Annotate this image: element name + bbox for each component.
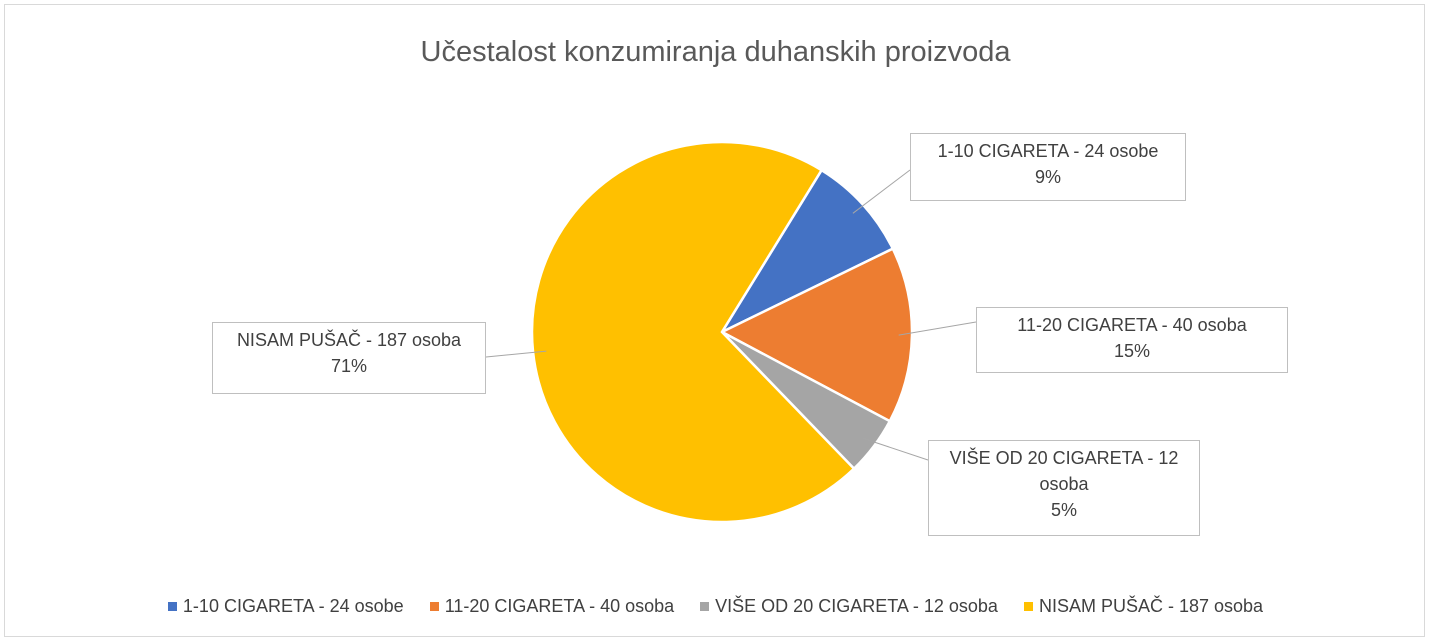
chart-title: Učestalost konzumiranja duhanskih proizv… xyxy=(420,36,1011,68)
legend-item: 1-10 CIGARETA - 24 osobe xyxy=(167,596,404,617)
data-label-category: VIŠE OD 20 CIGARETA - 12 osoba xyxy=(949,448,1179,494)
legend-item: 11-20 CIGARETA - 40 osoba xyxy=(429,596,675,617)
legend: 1-10 CIGARETA - 24 osobe 11-20 CIGARETA -… xyxy=(0,596,1431,617)
data-label-value: 9% xyxy=(1034,167,1061,187)
legend-label: 11-20 CIGARETA - 40 osoba xyxy=(444,596,675,616)
leader-line xyxy=(898,321,977,336)
legend-swatch xyxy=(700,602,710,611)
data-label: VIŠE OD 20 CIGARETA - 12 osoba 5% xyxy=(928,440,1200,536)
data-label-value: 71% xyxy=(330,356,368,376)
legend-item: NISAM PUŠAČ - 187 osoba xyxy=(1023,596,1264,617)
data-label-value: 15% xyxy=(1113,341,1151,361)
legend-item: VIŠE OD 20 CIGARETA - 12 osoba xyxy=(700,596,998,617)
chart-border xyxy=(4,4,1425,637)
data-label-category: 11-20 CIGARETA - 40 osoba xyxy=(1017,315,1247,335)
legend-label: VIŠE OD 20 CIGARETA - 12 osoba xyxy=(715,596,998,616)
legend-swatch xyxy=(167,602,177,611)
leader-line xyxy=(485,350,547,358)
data-label-category: 1-10 CIGARETA - 24 osobe xyxy=(937,141,1159,161)
legend-swatch xyxy=(1023,602,1033,611)
leader-line xyxy=(852,169,911,214)
legend-label: 1-10 CIGARETA - 24 osobe xyxy=(182,596,404,616)
legend-label: NISAM PUŠAČ - 187 osoba xyxy=(1038,596,1264,616)
data-label-value: 5% xyxy=(1050,500,1077,520)
leader-line xyxy=(862,437,929,461)
data-label-category: NISAM PUŠAČ - 187 osoba xyxy=(236,330,462,350)
data-label: 1-10 CIGARETA - 24 osobe 9% xyxy=(910,133,1186,201)
pie-slice xyxy=(718,168,895,336)
data-label: 11-20 CIGARETA - 40 osoba 15% xyxy=(976,307,1288,373)
data-label: NISAM PUŠAČ - 187 osoba 71% xyxy=(212,322,486,394)
pie-slice xyxy=(719,247,914,423)
legend-swatch xyxy=(429,602,439,611)
